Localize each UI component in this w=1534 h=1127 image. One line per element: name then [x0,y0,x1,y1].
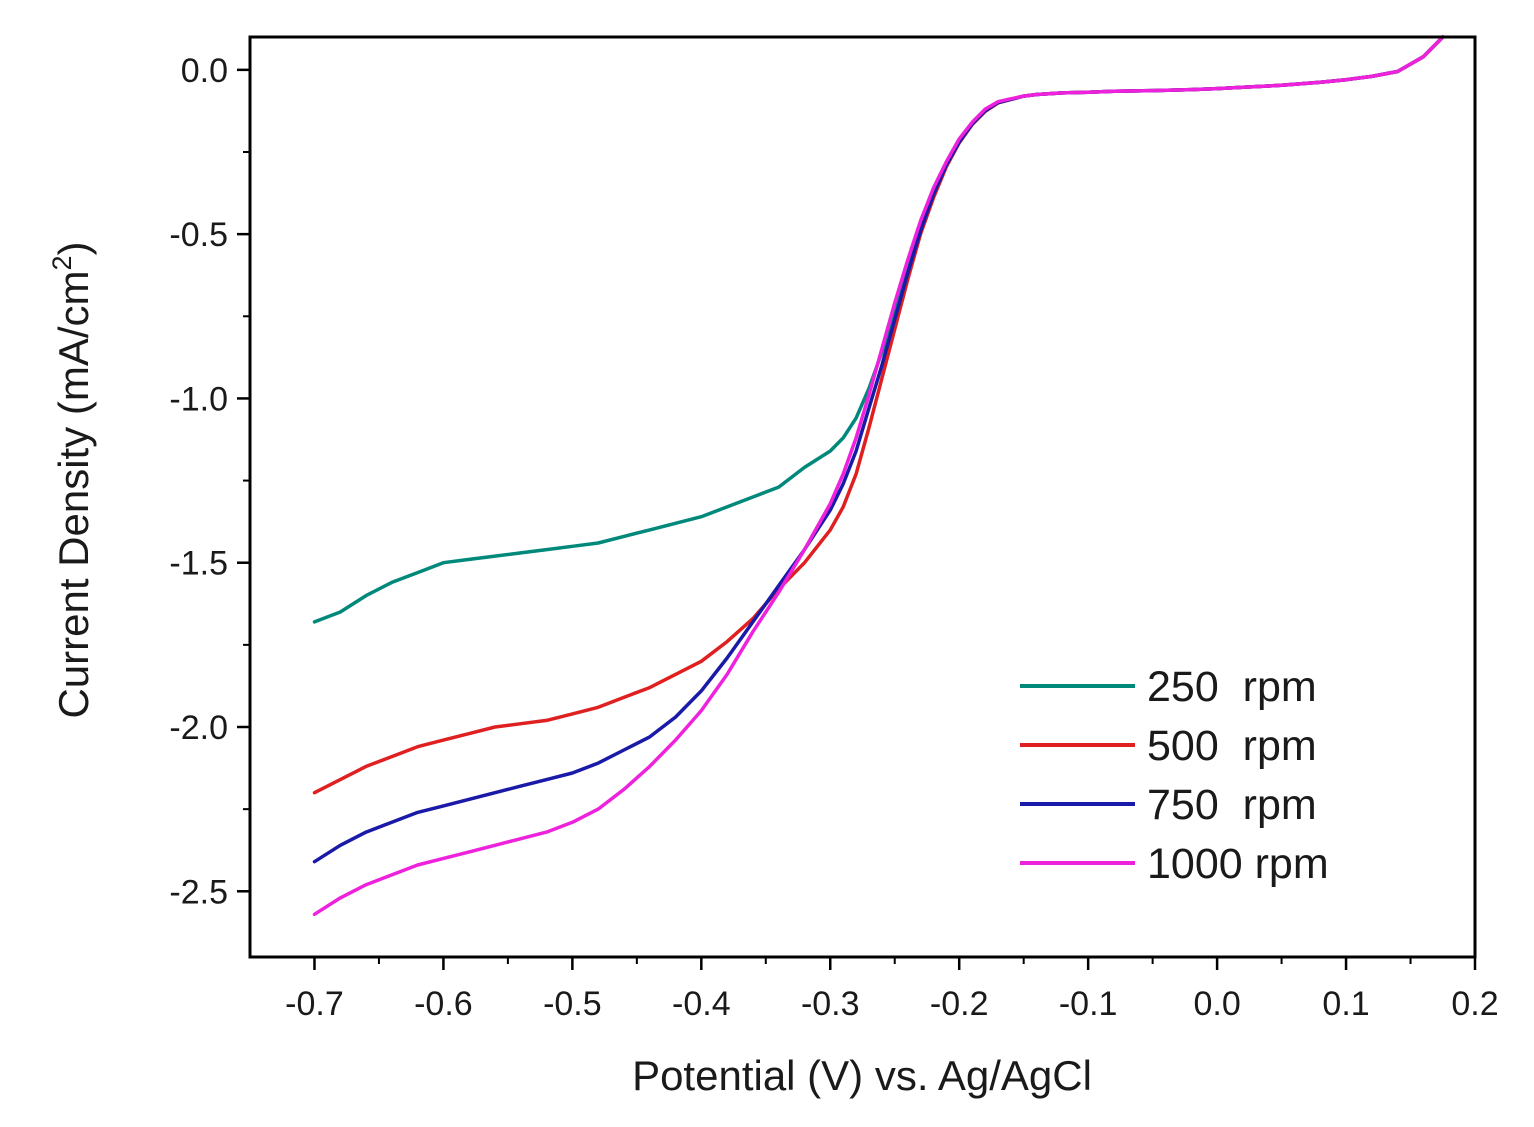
y-tick-label: -2.5 [169,873,228,911]
x-tick-label: -0.2 [930,985,989,1023]
legend-label-2: 750 rpm [1147,781,1317,829]
y-tick-label: -1.5 [169,545,228,583]
y-tick-label: -1.0 [169,380,228,418]
x-tick-label: 0.1 [1322,985,1369,1023]
x-tick-label: -0.5 [543,985,602,1023]
x-tick-label: -0.7 [285,985,344,1023]
x-axis-title: Potential (V) vs. Ag/AgCl [632,1052,1092,1099]
y-tick-label: -0.5 [169,216,228,254]
x-tick-label: 0.2 [1451,985,1498,1023]
y-tick-label: 0.0 [181,52,228,90]
y-axis-title-main: Current Density (mA/cm [50,270,97,718]
x-tick-label: -0.3 [801,985,860,1023]
y-tick-label: -2.0 [169,709,228,747]
y-axis-title-close: ) [50,241,97,255]
legend: 250 rpm 500 rpm 750 rpm 1000 rpm [1020,663,1329,888]
y-axis-title: Current Density (mA/cm2) [47,241,97,718]
series-layer [312,35,1445,917]
plot-frame [248,35,1477,959]
series-line-3 [312,35,1445,917]
series-line-0 [312,35,1445,624]
legend-label-1: 500 rpm [1147,722,1317,770]
y-axis-ticks: 0.0 -0.5 -1.0 -1.5 -2.0 -2.5 [169,52,250,911]
legend-label-3: 1000 rpm [1147,840,1329,888]
x-axis-ticks: -0.7 -0.6 -0.5 -0.4 -0.3 -0.2 -0.1 0.0 0.1 0.2 [285,957,1499,1023]
x-tick-label: -0.4 [672,985,731,1023]
x-tick-label: -0.6 [414,985,473,1023]
legend-label-0: 250 rpm [1147,663,1317,711]
x-tick-label: 0.0 [1193,985,1240,1023]
x-tick-label: -0.1 [1059,985,1118,1023]
y-axis-title-superscript: 2 [47,255,77,270]
